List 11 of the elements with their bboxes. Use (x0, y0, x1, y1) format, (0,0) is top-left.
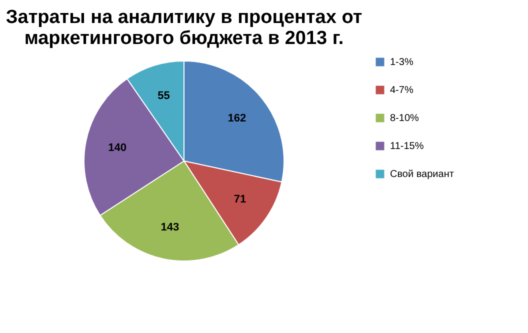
legend-label: 4-7% (390, 85, 414, 96)
data-label: 55 (158, 90, 170, 102)
chart-title: Затраты на аналитику в процентах от маркетингового бюджета в 2013 г. (6, 7, 362, 49)
legend-label: Свой вариант (390, 169, 454, 180)
legend-label: 8-10% (390, 113, 420, 124)
data-label: 162 (228, 112, 246, 124)
data-label: 140 (108, 142, 126, 154)
data-label: 143 (160, 222, 180, 234)
legend-label: 1-3% (390, 57, 414, 68)
data-label: 71 (234, 194, 246, 206)
legend-label: 11-15% (390, 141, 424, 152)
